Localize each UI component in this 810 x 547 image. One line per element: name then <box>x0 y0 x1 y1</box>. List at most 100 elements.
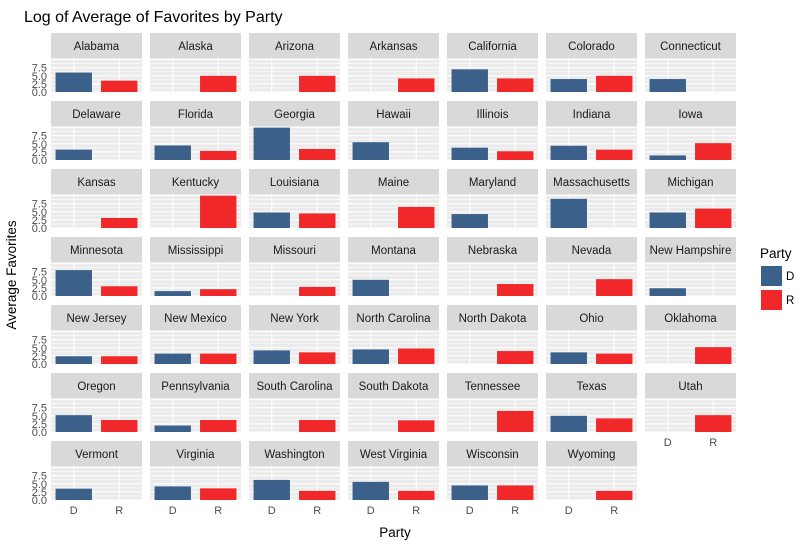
strip-background <box>348 33 439 58</box>
strip-background <box>546 237 637 262</box>
strip-background <box>150 101 241 126</box>
x-tick-label: R <box>610 505 618 517</box>
strip-background <box>348 169 439 194</box>
legend-item-r: R <box>761 290 794 310</box>
bar-new-mexico-r <box>200 353 237 364</box>
bar-oregon-d <box>55 415 92 432</box>
bar-washington-r <box>299 490 336 500</box>
strip-label: Kentucky <box>172 177 220 189</box>
y-tick-label: 0.0 <box>32 495 47 507</box>
strip-label: Colorado <box>568 41 615 53</box>
panel-kentucky: Kentucky <box>150 169 241 229</box>
panel-alabama: Alabama 0.02.55.07.5 <box>32 33 142 99</box>
strip-background <box>447 101 538 126</box>
strip-label: Wisconsin <box>466 449 518 461</box>
strip-label: North Dakota <box>459 313 527 325</box>
strip-label: Hawaii <box>376 109 411 121</box>
strip-background <box>150 169 241 194</box>
bar-louisiana-d <box>253 212 290 228</box>
bar-south-carolina-r <box>299 420 336 432</box>
bar-indiana-d <box>550 145 587 160</box>
panel-louisiana: Louisiana <box>249 169 340 229</box>
strip-background <box>51 33 142 58</box>
strip-label: South Dakota <box>359 381 429 393</box>
bar-california-r <box>497 78 534 92</box>
panel-illinois: Illinois <box>447 101 538 161</box>
y-tick-label: 2.5 <box>32 147 47 159</box>
strip-background <box>546 305 637 330</box>
bar-texas-d <box>550 415 587 432</box>
bar-virginia-d <box>154 486 191 500</box>
bar-colorado-r <box>596 75 633 92</box>
bar-pennsylvania-r <box>200 420 237 432</box>
legend-label: R <box>786 295 794 307</box>
x-tick-label: D <box>268 505 276 517</box>
strip-background <box>546 101 637 126</box>
strip-label: Delaware <box>72 109 121 121</box>
strip-background <box>447 305 538 330</box>
strip-background <box>447 169 538 194</box>
strip-label: Wyoming <box>568 449 616 461</box>
strip-label: Massachusetts <box>553 177 630 189</box>
strip-label: Oregon <box>77 381 115 393</box>
y-tick-label: 7.5 <box>32 131 47 143</box>
panel-south-dakota: South Dakota <box>348 373 439 433</box>
x-tick-label: D <box>664 437 672 449</box>
panel-kansas: Kansas 0.02.55.07.5 <box>32 169 142 235</box>
panel-new-york: New York <box>249 305 340 365</box>
x-tick-label: R <box>313 505 321 517</box>
y-tick-label: 5.0 <box>32 207 47 219</box>
strip-label: Arizona <box>275 41 315 53</box>
panel-new-jersey: New Jersey 0.02.55.07.5 <box>32 305 142 371</box>
bar-virginia-r <box>200 488 237 500</box>
bar-iowa-r <box>695 143 732 160</box>
bar-pennsylvania-d <box>154 425 191 432</box>
bar-north-carolina-d <box>352 349 389 364</box>
y-tick-label: 2.5 <box>32 419 47 431</box>
strip-label: New York <box>270 313 319 325</box>
bar-tennessee-r <box>497 410 534 432</box>
strip-background <box>645 237 736 262</box>
strip-label: Minnesota <box>70 245 124 257</box>
strip-label: Missouri <box>273 245 316 257</box>
panel-arkansas: Arkansas <box>348 33 439 93</box>
bar-utah-r <box>695 415 732 432</box>
bar-new-york-d <box>253 350 290 364</box>
strip-label: New Hampshire <box>650 245 732 257</box>
strip-background <box>546 33 637 58</box>
y-tick-label: 7.5 <box>32 335 47 347</box>
strip-label: California <box>468 41 517 53</box>
bar-west-virginia-r <box>398 490 435 500</box>
strip-label: New Mexico <box>164 313 227 325</box>
panel-vermont: Vermont 0.02.55.07.5 D R <box>32 441 142 517</box>
strip-background <box>249 237 340 262</box>
strip-label: Pennsylvania <box>161 381 230 393</box>
legend-title: Party <box>760 246 792 261</box>
panel-oklahoma: Oklahoma <box>645 305 736 365</box>
bar-connecticut-d <box>649 79 686 92</box>
strip-background <box>249 373 340 398</box>
y-tick-label: 0.0 <box>32 427 47 439</box>
strip-label: North Carolina <box>356 313 431 325</box>
strip-label: Connecticut <box>660 41 722 53</box>
strip-background <box>348 237 439 262</box>
bar-arizona-r <box>299 75 336 92</box>
bar-kentucky-r <box>200 195 237 228</box>
panel-virginia: Virginia D R <box>150 441 241 517</box>
strip-background <box>249 33 340 58</box>
strip-label: Virginia <box>176 449 215 461</box>
strip-background <box>546 373 637 398</box>
bar-louisiana-r <box>299 213 336 228</box>
bar-west-virginia-d <box>352 481 389 500</box>
bar-new-jersey-r <box>101 356 138 364</box>
strip-label: Oklahoma <box>664 313 717 325</box>
strip-background <box>249 169 340 194</box>
bar-maine-r <box>398 206 435 228</box>
strip-label: Texas <box>576 381 606 393</box>
strip-label: Illinois <box>477 109 509 121</box>
panel-massachusetts: Massachusetts <box>546 169 637 229</box>
bar-oklahoma-r <box>695 347 732 364</box>
panel-maryland: Maryland <box>447 169 538 229</box>
panel-maine: Maine <box>348 169 439 229</box>
bar-nebraska-r <box>497 284 534 296</box>
